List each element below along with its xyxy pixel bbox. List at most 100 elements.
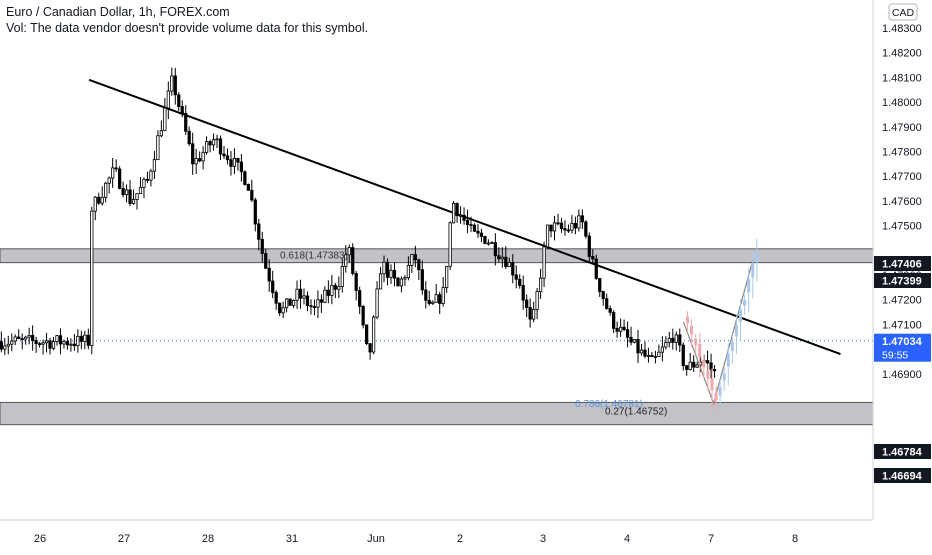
price-tick-label: 1.48300: [882, 23, 922, 35]
candle-body: [79, 335, 83, 342]
time-tick-label: 7: [708, 533, 714, 545]
time-axis[interactable]: 26 27 28 31 Jun 2 3 4 7 8: [0, 519, 932, 550]
currency-label: CAD: [892, 7, 915, 19]
candle-body: [198, 158, 202, 162]
time-axis-bg: [0, 520, 932, 550]
currency-badge[interactable]: [888, 3, 918, 21]
candle-body: [594, 258, 598, 279]
candle-body: [643, 349, 647, 357]
candle-body: [441, 287, 445, 304]
candle-body: [264, 253, 268, 269]
candle-body: [222, 153, 226, 157]
candle-body: [511, 262, 515, 276]
price-tick-label: 1.47600: [882, 196, 922, 208]
candle-body: [681, 344, 685, 367]
candle-body: [385, 261, 390, 278]
projection-layer: [682, 238, 759, 413]
candle-body: [340, 266, 344, 288]
price-badge-label: 1.46694: [882, 471, 923, 483]
fib-label: 0.27(1.46752): [605, 406, 667, 417]
candle-body: [13, 336, 17, 342]
price-badge: [874, 273, 931, 288]
candle-body: [17, 336, 21, 340]
candle-body: [612, 311, 616, 329]
candle-body: [601, 291, 605, 300]
candle-body: [93, 196, 97, 212]
candle-body: [497, 255, 501, 260]
volume-note: Vol: The data vendor doesn't provide vol…: [6, 21, 369, 35]
time-tick-label: 2: [457, 533, 463, 545]
candle-body: [229, 159, 233, 167]
price-tick-label: 1.48100: [882, 72, 922, 84]
candle-body: [382, 261, 386, 275]
candle-body: [605, 298, 609, 309]
candle-body: [351, 247, 355, 274]
candle-body: [618, 326, 623, 332]
price-badge-label: 1.46784: [882, 447, 923, 459]
candle-body: [413, 254, 417, 261]
candle-body: [406, 264, 411, 279]
projection-path[interactable]: [682, 260, 754, 406]
candle-body: [476, 230, 480, 234]
candle-body: [319, 299, 324, 303]
candle-body: [6, 343, 10, 347]
candle-body: [97, 196, 101, 204]
candle-body: [371, 316, 376, 353]
candle-body: [326, 289, 330, 296]
candle-body: [215, 138, 219, 141]
candle-body: [90, 210, 94, 346]
candle-body: [542, 246, 546, 279]
candle-body: [257, 223, 261, 240]
candle-body: [62, 341, 66, 345]
candle-body: [455, 203, 459, 217]
candle-body: [399, 278, 404, 287]
price-axis[interactable]: CAD 1.48300 1.48200 1.48100 1.48000 1.47900 1.…: [872, 0, 932, 550]
candles-layer: [0, 67, 717, 381]
candle-body: [44, 340, 49, 344]
candle-body: [243, 171, 247, 185]
candle-body: [584, 221, 588, 237]
candle-body: [37, 343, 42, 345]
candle-body: [100, 196, 104, 204]
candle-body: [507, 262, 511, 268]
candle-body: [250, 189, 254, 201]
candle-body: [10, 340, 14, 345]
candle-body: [232, 157, 237, 167]
candle-body: [316, 299, 320, 308]
candle-body: [236, 157, 240, 163]
candle-body: [573, 223, 578, 229]
candle-body: [149, 170, 153, 181]
candle-body: [166, 90, 170, 109]
price-badge: [874, 333, 931, 362]
candle-body: [177, 94, 181, 107]
candle-body: [58, 335, 63, 345]
candle-body: [389, 269, 393, 278]
candle-body: [427, 299, 431, 304]
candle-body: [295, 288, 299, 301]
candle-body: [462, 214, 466, 221]
candle-body: [344, 254, 348, 267]
candle-body: [465, 219, 470, 225]
candle-body: [309, 305, 313, 308]
candle-body: [267, 267, 271, 282]
price-tick-label: 1.47800: [882, 147, 922, 159]
candle-body: [608, 308, 612, 313]
countdown-label: 59:55: [882, 350, 908, 362]
candle-body: [458, 214, 463, 217]
candle-body: [55, 335, 59, 342]
candle-body: [622, 326, 626, 331]
candle-body: [674, 334, 678, 343]
drawing-layer[interactable]: [0, 78, 873, 355]
candle-body: [424, 289, 428, 301]
time-tick-label: Jun: [367, 533, 385, 545]
time-tick-label: 3: [540, 533, 546, 545]
candle-body: [330, 285, 334, 296]
candle-body: [124, 189, 129, 196]
candle-body: [65, 341, 70, 346]
fib-label: 0.786(1.46781): [575, 399, 643, 410]
candle-body: [451, 203, 456, 224]
candle-body: [434, 294, 438, 303]
candle-body: [135, 193, 139, 200]
